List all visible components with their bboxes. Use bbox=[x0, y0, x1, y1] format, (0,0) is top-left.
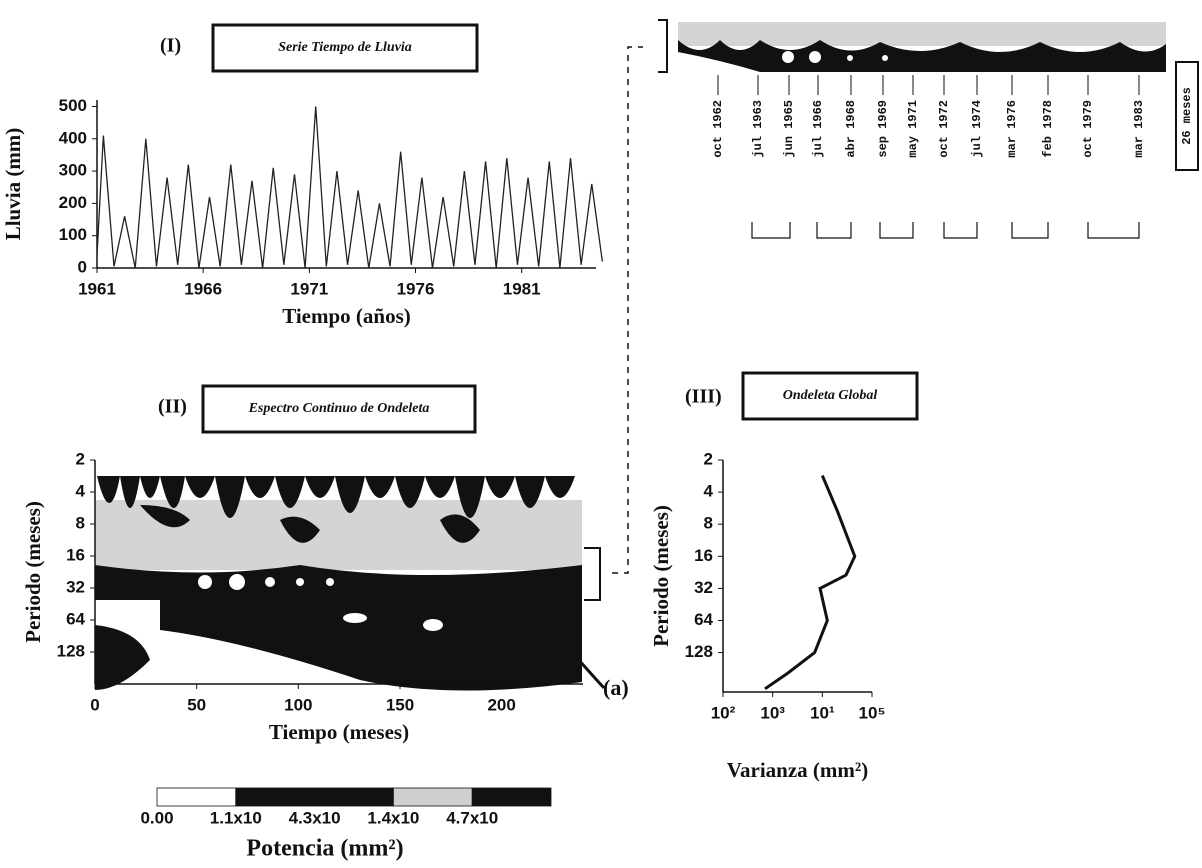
detail-strip bbox=[658, 19, 1199, 239]
y-tick-label: 300 bbox=[59, 161, 87, 180]
colorbar-tick-label: 4.7x10 bbox=[446, 808, 498, 827]
chart-title: Ondeleta Global bbox=[783, 388, 878, 403]
x-tick-label: 150 bbox=[386, 695, 414, 714]
y-tick-label: 8 bbox=[76, 513, 85, 532]
x-tick-label: 1961 bbox=[78, 279, 116, 298]
y-tick-label: 2 bbox=[704, 449, 713, 468]
y-tick-label: 500 bbox=[59, 96, 87, 115]
date-label: jun 1965 bbox=[782, 100, 796, 158]
date-label: jul 1966 bbox=[811, 100, 825, 158]
date-label: feb 1978 bbox=[1041, 100, 1055, 158]
title-box bbox=[201, 384, 477, 434]
chart-title: Espectro Continuo de Ondeleta bbox=[248, 401, 430, 416]
panel-label: (II) bbox=[158, 396, 187, 418]
x-tick-label: 100 bbox=[284, 695, 312, 714]
x-tick-label: 0 bbox=[90, 695, 99, 714]
y-tick-label: 4 bbox=[76, 481, 86, 500]
colorbar-label: Potencia (mm²) bbox=[246, 836, 403, 862]
date-label: oct 1979 bbox=[1081, 100, 1095, 158]
y-tick-label: 16 bbox=[694, 546, 713, 565]
annotation: (a) bbox=[603, 675, 629, 700]
x-tick-label: 200 bbox=[487, 695, 515, 714]
panel-label: (I) bbox=[160, 35, 181, 57]
y-tick-label: 128 bbox=[685, 642, 713, 661]
colorbar-swatch bbox=[471, 787, 552, 807]
y-tick-label: 4 bbox=[704, 482, 714, 501]
y-tick-label: 400 bbox=[59, 128, 87, 147]
x-tick-label: 10³ bbox=[760, 703, 785, 722]
colorbar-swatch bbox=[235, 787, 316, 807]
y-tick-label: 100 bbox=[59, 225, 87, 244]
y-tick-label: 128 bbox=[57, 641, 85, 660]
y-tick-label: 0 bbox=[78, 257, 87, 276]
colorbar-swatch bbox=[314, 787, 394, 807]
date-label: jul 1974 bbox=[970, 100, 984, 158]
x-axis-label: Tiempo (meses) bbox=[269, 720, 409, 744]
y-tick-label: 64 bbox=[694, 610, 713, 629]
x-tick-label: 1966 bbox=[184, 279, 222, 298]
panel-label: (III) bbox=[685, 386, 722, 408]
date-label: oct 1962 bbox=[711, 100, 725, 158]
x-tick-label: 10⁵ bbox=[859, 703, 886, 722]
y-tick-label: 200 bbox=[59, 193, 87, 212]
date-label: sep 1969 bbox=[876, 100, 890, 158]
x-axis-label: Varianza (mm²) bbox=[727, 758, 868, 782]
line-series bbox=[764, 474, 857, 691]
date-label: mar 1976 bbox=[1005, 100, 1019, 158]
line-series bbox=[96, 106, 604, 269]
colorbar-tick-label: 1.4x10 bbox=[367, 808, 419, 827]
date-label: oct 1972 bbox=[937, 100, 951, 158]
y-tick-label: 8 bbox=[704, 514, 713, 533]
y-axis-label: Periodo (meses) bbox=[21, 501, 45, 643]
x-tick-label: 10² bbox=[711, 703, 736, 722]
date-label: abr 1968 bbox=[844, 100, 858, 158]
y-tick-label: 64 bbox=[66, 609, 85, 628]
date-label: may 1971 bbox=[906, 100, 920, 158]
y-tick-label: 2 bbox=[76, 449, 85, 468]
colorbar-swatch bbox=[156, 787, 237, 807]
colorbar-tick-label: 4.3x10 bbox=[289, 808, 341, 827]
y-tick-label: 32 bbox=[66, 577, 85, 596]
x-axis-label: Tiempo (años) bbox=[282, 304, 411, 328]
title-box bbox=[741, 371, 919, 421]
x-tick-label: 1976 bbox=[397, 279, 435, 298]
x-tick-label: 1981 bbox=[503, 279, 541, 298]
contour-field bbox=[95, 460, 606, 691]
colorbar-tick-label: 0.00 bbox=[140, 808, 173, 827]
colorbar-tick-label: 1.1x10 bbox=[210, 808, 262, 827]
date-label: mar 1983 bbox=[1132, 100, 1146, 158]
colorbar-swatch bbox=[392, 787, 473, 807]
date-label: jul 1963 bbox=[751, 100, 765, 158]
title-box bbox=[211, 23, 479, 73]
y-tick-label: 16 bbox=[66, 545, 85, 564]
connector bbox=[612, 46, 643, 574]
x-tick-label: 50 bbox=[187, 695, 206, 714]
chart-title: Serie Tiempo de Lluvia bbox=[278, 40, 412, 55]
y-axis-label: Lluvia (mm) bbox=[1, 128, 25, 241]
x-tick-label: 1971 bbox=[290, 279, 328, 298]
y-tick-label: 32 bbox=[694, 578, 713, 597]
band-label: 26 meses bbox=[1180, 87, 1194, 145]
x-tick-label: 10¹ bbox=[810, 703, 835, 722]
y-axis-label: Periodo (meses) bbox=[649, 505, 673, 647]
